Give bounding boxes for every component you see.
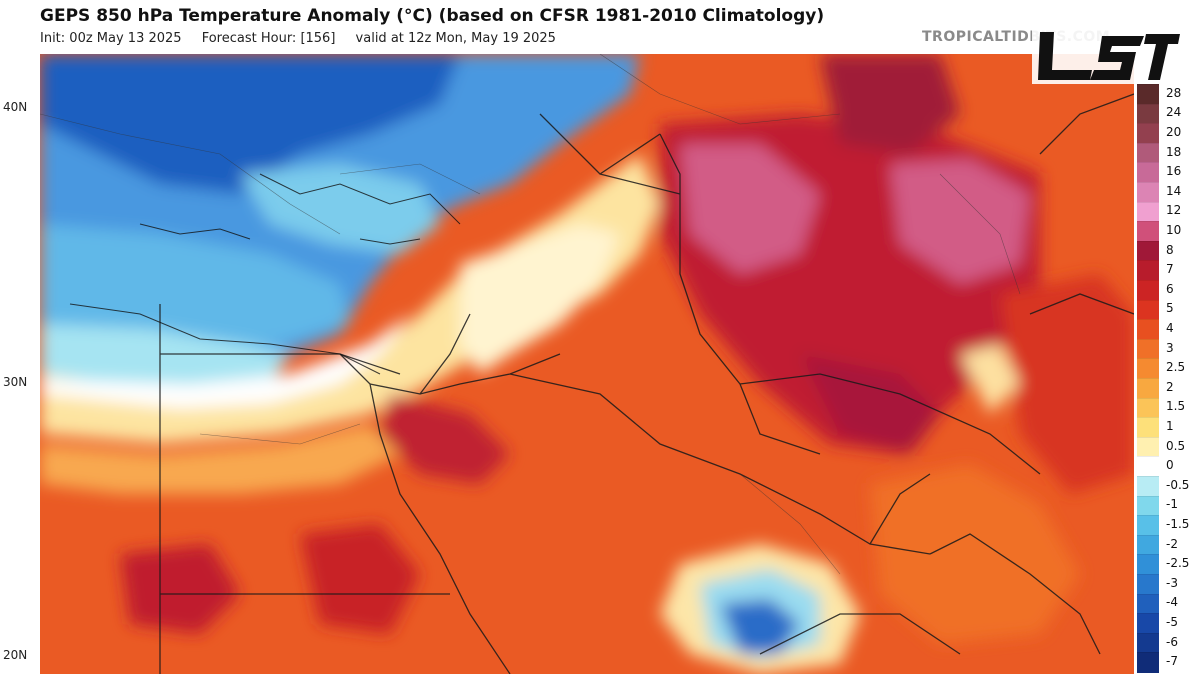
color-legend-swatch [1137, 417, 1159, 438]
init-time: Init: 00z May 13 2025 [40, 31, 182, 46]
latitude-label-30n: 30N [3, 375, 28, 389]
map-subtitle: Init: 00z May 13 2025 Forecast Hour: [15… [40, 31, 572, 46]
color-legend-swatch [1137, 574, 1159, 595]
color-legend-swatch [1137, 319, 1159, 340]
color-legend-swatch [1137, 182, 1159, 203]
color-legend-swatch [1137, 201, 1159, 223]
color-legend-label: 20 [1166, 125, 1182, 139]
color-legend-label: 8 [1166, 242, 1174, 257]
color-legend-label: 24 [1166, 105, 1182, 120]
color-legend-swatch [1137, 632, 1159, 654]
color-legend-label: 1.5 [1166, 399, 1186, 414]
color-legend-swatch [1137, 593, 1159, 615]
color-legend-swatch [1137, 534, 1159, 556]
color-legend-label: -5 [1166, 615, 1178, 629]
color-legend-label: 4 [1166, 321, 1174, 335]
color-legend-label: -2 [1166, 536, 1178, 551]
color-legend-label: -1 [1166, 497, 1178, 512]
color-legend-swatch [1137, 338, 1159, 360]
color-legend-label: -4 [1166, 595, 1178, 610]
color-legend-swatch [1137, 495, 1159, 517]
color-legend-swatch [1137, 240, 1159, 262]
color-legend-swatch [1137, 103, 1159, 125]
color-legend-label: -6 [1166, 634, 1178, 649]
color-legend-swatch [1137, 652, 1159, 673]
color-legend-swatch [1137, 260, 1159, 281]
color-legend-label: 10 [1166, 223, 1182, 237]
color-legend-swatch [1137, 280, 1159, 301]
color-legend-label: 5 [1166, 301, 1174, 316]
color-legend-swatch [1137, 142, 1159, 164]
color-legend-label: 14 [1166, 183, 1182, 198]
color-legend-swatch [1137, 476, 1159, 497]
color-legend-label: -1.5 [1166, 517, 1190, 531]
color-legend-label: 3 [1166, 340, 1174, 355]
color-legend-swatch [1137, 162, 1159, 183]
color-legend-label: 18 [1166, 144, 1182, 159]
color-legend-label: 6 [1166, 281, 1174, 296]
color-legend-swatch [1137, 123, 1159, 144]
color-legend-label: 28 [1166, 85, 1182, 100]
color-legend-label: -7 [1166, 654, 1178, 669]
color-legend-swatch [1137, 358, 1159, 379]
color-legend-label: 7 [1166, 262, 1174, 277]
color-legend-label: 16 [1166, 164, 1182, 179]
map-title: GEPS 850 hPa Temperature Anomaly (°C) (b… [40, 6, 825, 26]
color-legend-swatch [1137, 613, 1159, 634]
anomaly-map [40, 54, 1134, 674]
color-legend-label: 12 [1166, 203, 1182, 218]
color-legend [1137, 84, 1159, 673]
color-legend-label: 2.5 [1166, 360, 1186, 375]
color-legend-swatch [1137, 397, 1159, 419]
latitude-label-40n: 40N [3, 100, 28, 114]
color-legend-label: -2.5 [1166, 556, 1190, 571]
color-legend-swatch [1137, 515, 1159, 536]
latitude-label-20n: 20N [3, 648, 28, 662]
color-legend-swatch [1137, 378, 1159, 399]
color-legend-swatch [1137, 221, 1159, 242]
color-legend-label: 0.5 [1166, 438, 1186, 453]
color-legend-label: 2 [1166, 379, 1174, 394]
color-legend-label: -3 [1166, 575, 1178, 590]
color-legend-label: 1 [1166, 419, 1174, 433]
forecast-hour: Forecast Hour: [156] [201, 31, 336, 46]
color-legend-swatch [1137, 299, 1159, 321]
color-legend-swatch [1137, 456, 1159, 477]
color-legend-swatch [1137, 554, 1159, 575]
watermark-logo-icon [1032, 26, 1182, 84]
color-legend-swatch [1137, 84, 1159, 105]
color-legend-swatch [1137, 436, 1159, 458]
valid-time: valid at 12z Mon, May 19 2025 [355, 31, 556, 46]
color-legend-label: -0.5 [1166, 477, 1190, 492]
color-legend-label: 0 [1166, 458, 1174, 473]
